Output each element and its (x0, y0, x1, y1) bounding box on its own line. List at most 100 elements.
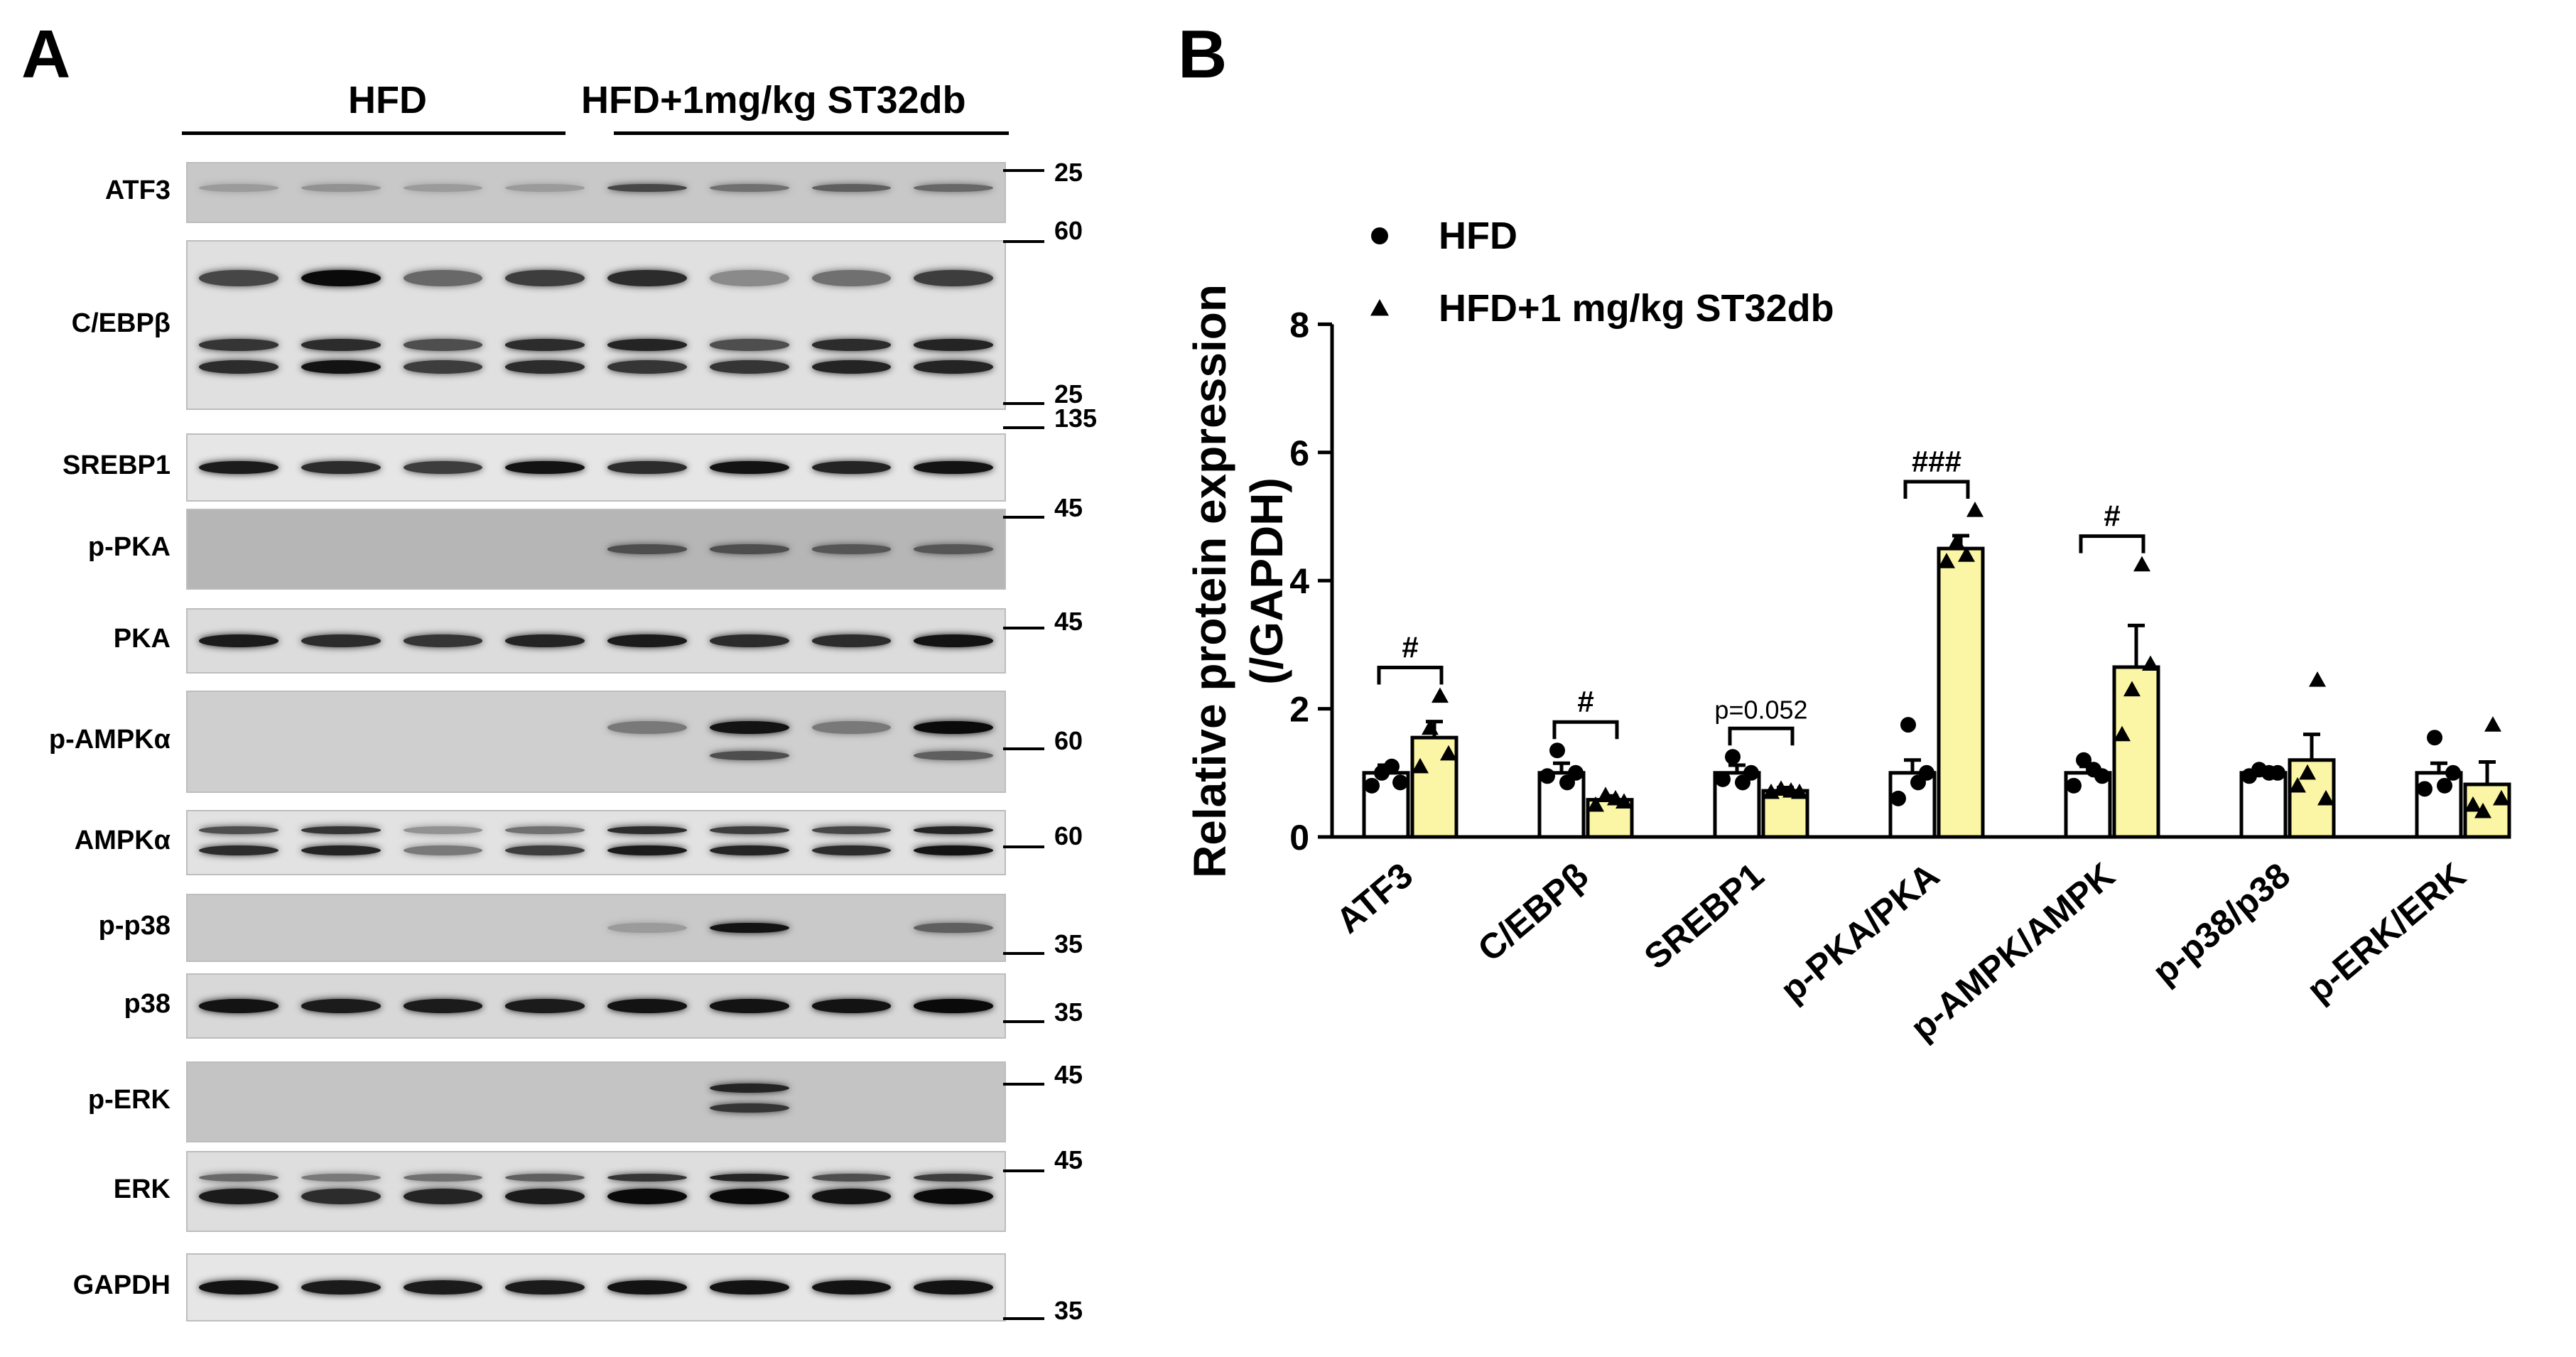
mw-marker-line (1003, 1020, 1044, 1023)
data-point-st32db (2133, 556, 2150, 572)
blot-strip-atf3 (186, 162, 1006, 223)
data-point-st32db (2474, 802, 2491, 818)
blot-label-p-ampk: p-AMPKα (48, 725, 171, 755)
blot-band (505, 339, 585, 351)
mw-marker-line (1003, 1317, 1044, 1320)
blot-band (914, 999, 993, 1013)
blot-band (505, 183, 585, 193)
blot-band (199, 339, 278, 351)
mw-marker-label: 135 (1054, 404, 1098, 433)
data-point-hfd (1549, 742, 1565, 759)
blot-label-erk: ERK (113, 1174, 171, 1204)
blot-band (199, 359, 278, 374)
blot-band (914, 1173, 993, 1182)
blot-band (607, 1188, 687, 1204)
blot-band (811, 339, 892, 351)
y-tick-label: 4 (1289, 561, 1309, 601)
blot-band (505, 269, 585, 287)
data-point-st32db (2317, 789, 2334, 806)
group-label-hfd: HFD (348, 79, 427, 121)
mw-marker-label: 60 (1054, 216, 1083, 245)
significance-bracket (1903, 480, 1970, 499)
data-point-hfd (2445, 764, 2461, 781)
mw-marker-line (1003, 426, 1044, 429)
blot-label-p38: p38 (124, 989, 171, 1019)
blot-band (709, 1173, 789, 1182)
blot-band (607, 269, 687, 287)
data-point-hfd (1364, 777, 1380, 794)
blot-band (709, 826, 789, 834)
data-point-hfd (1384, 758, 1400, 774)
mw-marker-label: 60 (1054, 821, 1083, 850)
x-tick-label: C/EBPβ (1471, 855, 1596, 970)
significance-bracket (1728, 726, 1795, 746)
blot-band (709, 359, 789, 374)
blot-band (914, 183, 993, 193)
blot-band (709, 1103, 789, 1113)
data-point-hfd (2076, 752, 2091, 768)
blot-strip-erk (186, 1151, 1006, 1232)
mw-marker-line (1003, 1169, 1044, 1172)
blot-band (301, 183, 381, 193)
data-point-st32db (1966, 501, 1984, 517)
significance-bracket (1552, 720, 1619, 740)
blot-band (914, 460, 993, 475)
mw-marker-label: 35 (1054, 998, 1083, 1027)
blot-band (709, 721, 789, 735)
group-line-hfd (182, 131, 565, 135)
blot-band (199, 1188, 278, 1204)
blot-band (811, 359, 892, 374)
y-tick-label: 2 (1289, 690, 1309, 730)
data-point-st32db (2484, 716, 2501, 732)
blot-band (403, 269, 483, 287)
y-axis-label: Relative protein expression (1184, 284, 1235, 878)
bar-chart: 0 2 4 6 8 Relative protein expression (/GAPDH)… (1184, 215, 2511, 1048)
data-point-hfd (2427, 730, 2442, 746)
blot-band (199, 269, 278, 287)
blot-strip-pka (186, 608, 1006, 674)
blot-band (301, 1280, 381, 1295)
x-tick-label: p-p38/p38 (2145, 855, 2298, 993)
blot-band (199, 1280, 278, 1295)
mw-marker-line (1003, 169, 1044, 172)
y-tick-label: 8 (1289, 305, 1309, 345)
blot-band (199, 183, 278, 193)
legend-label-st32db: HFD+1 mg/kg ST32db (1439, 287, 1834, 330)
blot-band (505, 826, 585, 834)
blot-band (811, 999, 892, 1013)
blot-band (811, 721, 892, 735)
significance-label: # (1402, 631, 1418, 664)
data-point-st32db (1938, 553, 1955, 568)
blot-band (199, 634, 278, 647)
data-point-st32db (1422, 719, 1439, 735)
blot-band (914, 634, 993, 647)
data-point-hfd (2094, 768, 2110, 784)
blot-label-p-p38: p-p38 (98, 911, 171, 941)
mw-marker-line (1003, 1083, 1044, 1086)
x-tick-label: SREBP1 (1637, 855, 1771, 978)
blot-strip-p38 (186, 973, 1006, 1039)
mw-marker-line (1003, 747, 1044, 750)
blot-band (607, 845, 687, 855)
blot-label-gapdh: GAPDH (72, 1270, 171, 1300)
blot-band (505, 460, 585, 475)
blot-band (709, 1083, 789, 1093)
blot-band (914, 544, 993, 554)
blot-band (301, 460, 381, 475)
blot-band (403, 1280, 483, 1295)
data-point-hfd (1900, 717, 1916, 733)
x-tick-label: ATF3 (1328, 855, 1420, 941)
blot-band (607, 359, 687, 374)
blot-band (607, 1280, 687, 1295)
blot-band (607, 183, 687, 193)
blot-band (811, 1280, 892, 1295)
x-tick-label: p-ERK/ERK (2300, 855, 2474, 1010)
blot-band (199, 460, 278, 475)
data-point-hfd (1890, 790, 1906, 806)
blot-strip-p-p38 (186, 894, 1006, 962)
data-point-hfd (1539, 768, 1555, 784)
blot-band (607, 544, 687, 554)
mw-marker-line (1003, 845, 1044, 848)
blot-band (301, 634, 381, 647)
blot-band (403, 634, 483, 647)
